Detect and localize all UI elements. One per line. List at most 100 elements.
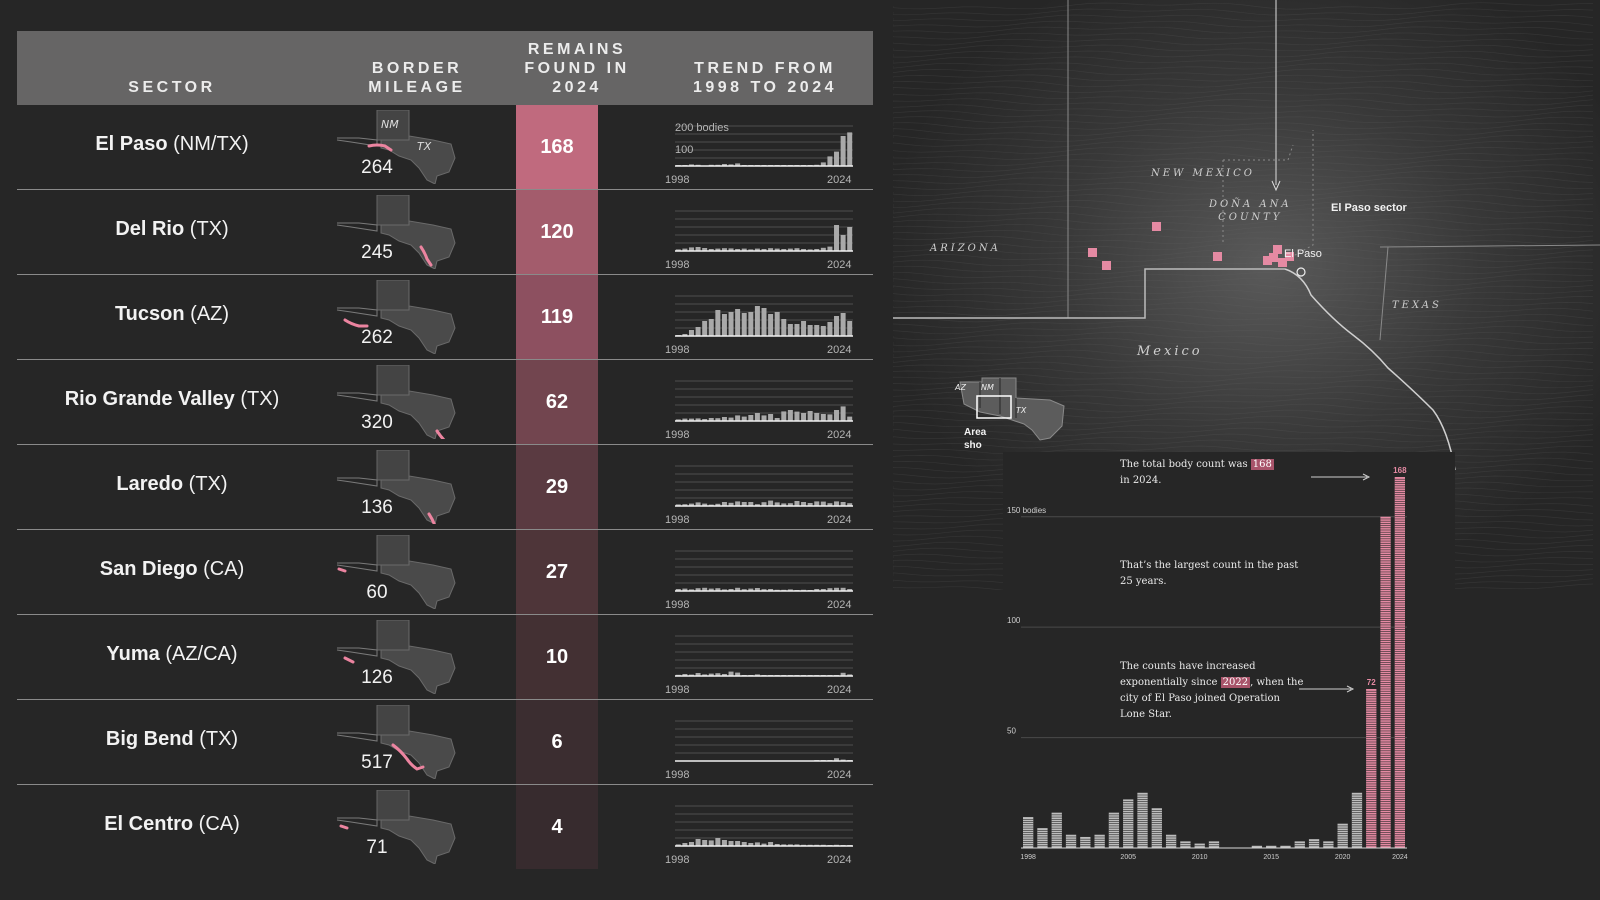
spark-bar — [827, 588, 833, 591]
area-shown-box — [976, 395, 1012, 419]
chart-canvas: 150 bodies 100 50 1998 2005 2010 2015 2020 72 168… — [1007, 466, 1408, 861]
us-mexico-border — [893, 268, 1285, 319]
sector-map — [337, 450, 456, 524]
spark-bar — [761, 502, 767, 506]
sector-map — [337, 620, 456, 694]
table-row: Tucson (AZ) 262 119 1998 2024 — [17, 275, 873, 360]
spark-start-label: 1998 — [665, 684, 689, 696]
spark-bar — [735, 841, 741, 846]
x-tick-label: 2005 — [1120, 854, 1136, 861]
spark-bar — [715, 248, 721, 251]
spark-bar — [715, 310, 721, 336]
spark-bar — [688, 164, 694, 166]
chart-bar — [1280, 845, 1291, 848]
spark-bar — [847, 227, 853, 251]
terrain-line — [892, 415, 1594, 425]
sector-map: NM TX — [337, 110, 456, 184]
spark-bar — [695, 327, 701, 336]
spark-bar — [682, 334, 688, 336]
header-sector: SECTOR — [128, 79, 216, 96]
spark-bar — [847, 503, 853, 506]
terrain-line — [892, 301, 1594, 311]
spark-bar — [781, 319, 787, 336]
remains-marker — [1269, 253, 1278, 262]
spark-bar — [721, 674, 727, 676]
terrain-line — [892, 92, 1594, 100]
terrain-line — [892, 313, 1594, 323]
spark-bar — [702, 840, 708, 846]
spark-bar — [761, 843, 767, 846]
remains-count: 119 — [516, 275, 598, 359]
spark-bar — [847, 132, 853, 166]
spark-bar — [781, 844, 787, 846]
nm-tx-border — [1379, 244, 1600, 248]
county-line — [1285, 130, 1314, 261]
remains-count: 27 — [516, 530, 598, 614]
spark-bar — [741, 416, 747, 421]
spark-bar — [741, 248, 747, 251]
spark-bar — [728, 502, 734, 506]
spark-bar — [721, 164, 727, 166]
table-row: Rio Grande Valley (TX) 320 62 1998 2024 — [17, 360, 873, 445]
spark-bar — [708, 588, 714, 591]
x-tick-label: 1998 — [1020, 854, 1036, 861]
arrow-head-icon — [1346, 685, 1355, 693]
spark-bar — [675, 844, 681, 846]
spark-label-200: 200 bodies — [675, 122, 729, 134]
terrain-line — [892, 128, 1593, 136]
spark-bar — [735, 501, 741, 506]
spark-bar — [774, 502, 780, 506]
spark-bar — [748, 415, 754, 421]
terrain-line — [892, 116, 1594, 124]
spark-bar — [675, 589, 681, 591]
sector-table: SECTOR BORDER MILEAGE REMAINS FOUND IN 2024… — [17, 31, 873, 869]
sector-border-highlight — [367, 143, 393, 152]
terrain-line — [892, 295, 1594, 305]
terrain-line — [892, 373, 1594, 383]
remains-markers — [1088, 222, 1294, 270]
spark-bar — [807, 411, 813, 421]
spark-bar — [721, 502, 727, 506]
remains-count: 6 — [516, 700, 598, 784]
spark-bar — [834, 587, 840, 591]
spark-bar — [774, 844, 780, 846]
spark-bar — [702, 503, 708, 506]
terrain-line — [892, 62, 1594, 70]
trend-sparkline: 1998 2024 — [665, 805, 853, 866]
sector-border-highlight — [343, 656, 355, 664]
spark-bar — [728, 589, 734, 591]
table-row: Yuma (AZ/CA) 126 10 1998 2024 — [17, 615, 873, 700]
spark-bar — [814, 249, 820, 251]
terrain-line — [892, 14, 1594, 22]
spark-bar — [748, 843, 754, 846]
border-mileage: 245 — [361, 242, 393, 263]
trend-sparkline: 1998 2024 — [665, 295, 853, 356]
spark-bar — [840, 587, 846, 591]
label-el-paso-sector: El Paso sector — [1331, 202, 1407, 214]
spark-bar — [754, 413, 760, 421]
remains-marker — [1152, 222, 1161, 231]
table-row: Laredo (TX) 136 29 1998 2024 — [17, 445, 873, 530]
spark-bar — [801, 413, 807, 421]
spark-bar — [787, 844, 793, 846]
sector-name: El Centro (CA) — [104, 813, 240, 835]
label-new-mexico: NEW MEXICO — [1151, 168, 1255, 179]
sector-name: Tucson (AZ) — [114, 303, 230, 325]
spark-bar — [741, 313, 747, 336]
spark-bar — [741, 589, 747, 591]
chart-bar — [1080, 836, 1091, 848]
spark-end-label: 2024 — [827, 174, 851, 186]
spark-bar — [834, 151, 840, 166]
spark-bar — [774, 248, 780, 251]
spark-bar — [735, 672, 741, 676]
annotation-largest: That’s the largest count in the past 25 … — [1120, 560, 1299, 587]
spark-bar — [708, 840, 714, 846]
spark-bar — [735, 163, 741, 166]
terrain-line — [892, 319, 1594, 329]
spark-bar — [688, 418, 694, 421]
spark-bar — [702, 674, 708, 676]
spark-bar — [715, 503, 721, 506]
spark-end-label: 2024 — [827, 344, 851, 356]
terrain-line — [892, 32, 1594, 40]
border-mileage: 517 — [361, 752, 393, 773]
